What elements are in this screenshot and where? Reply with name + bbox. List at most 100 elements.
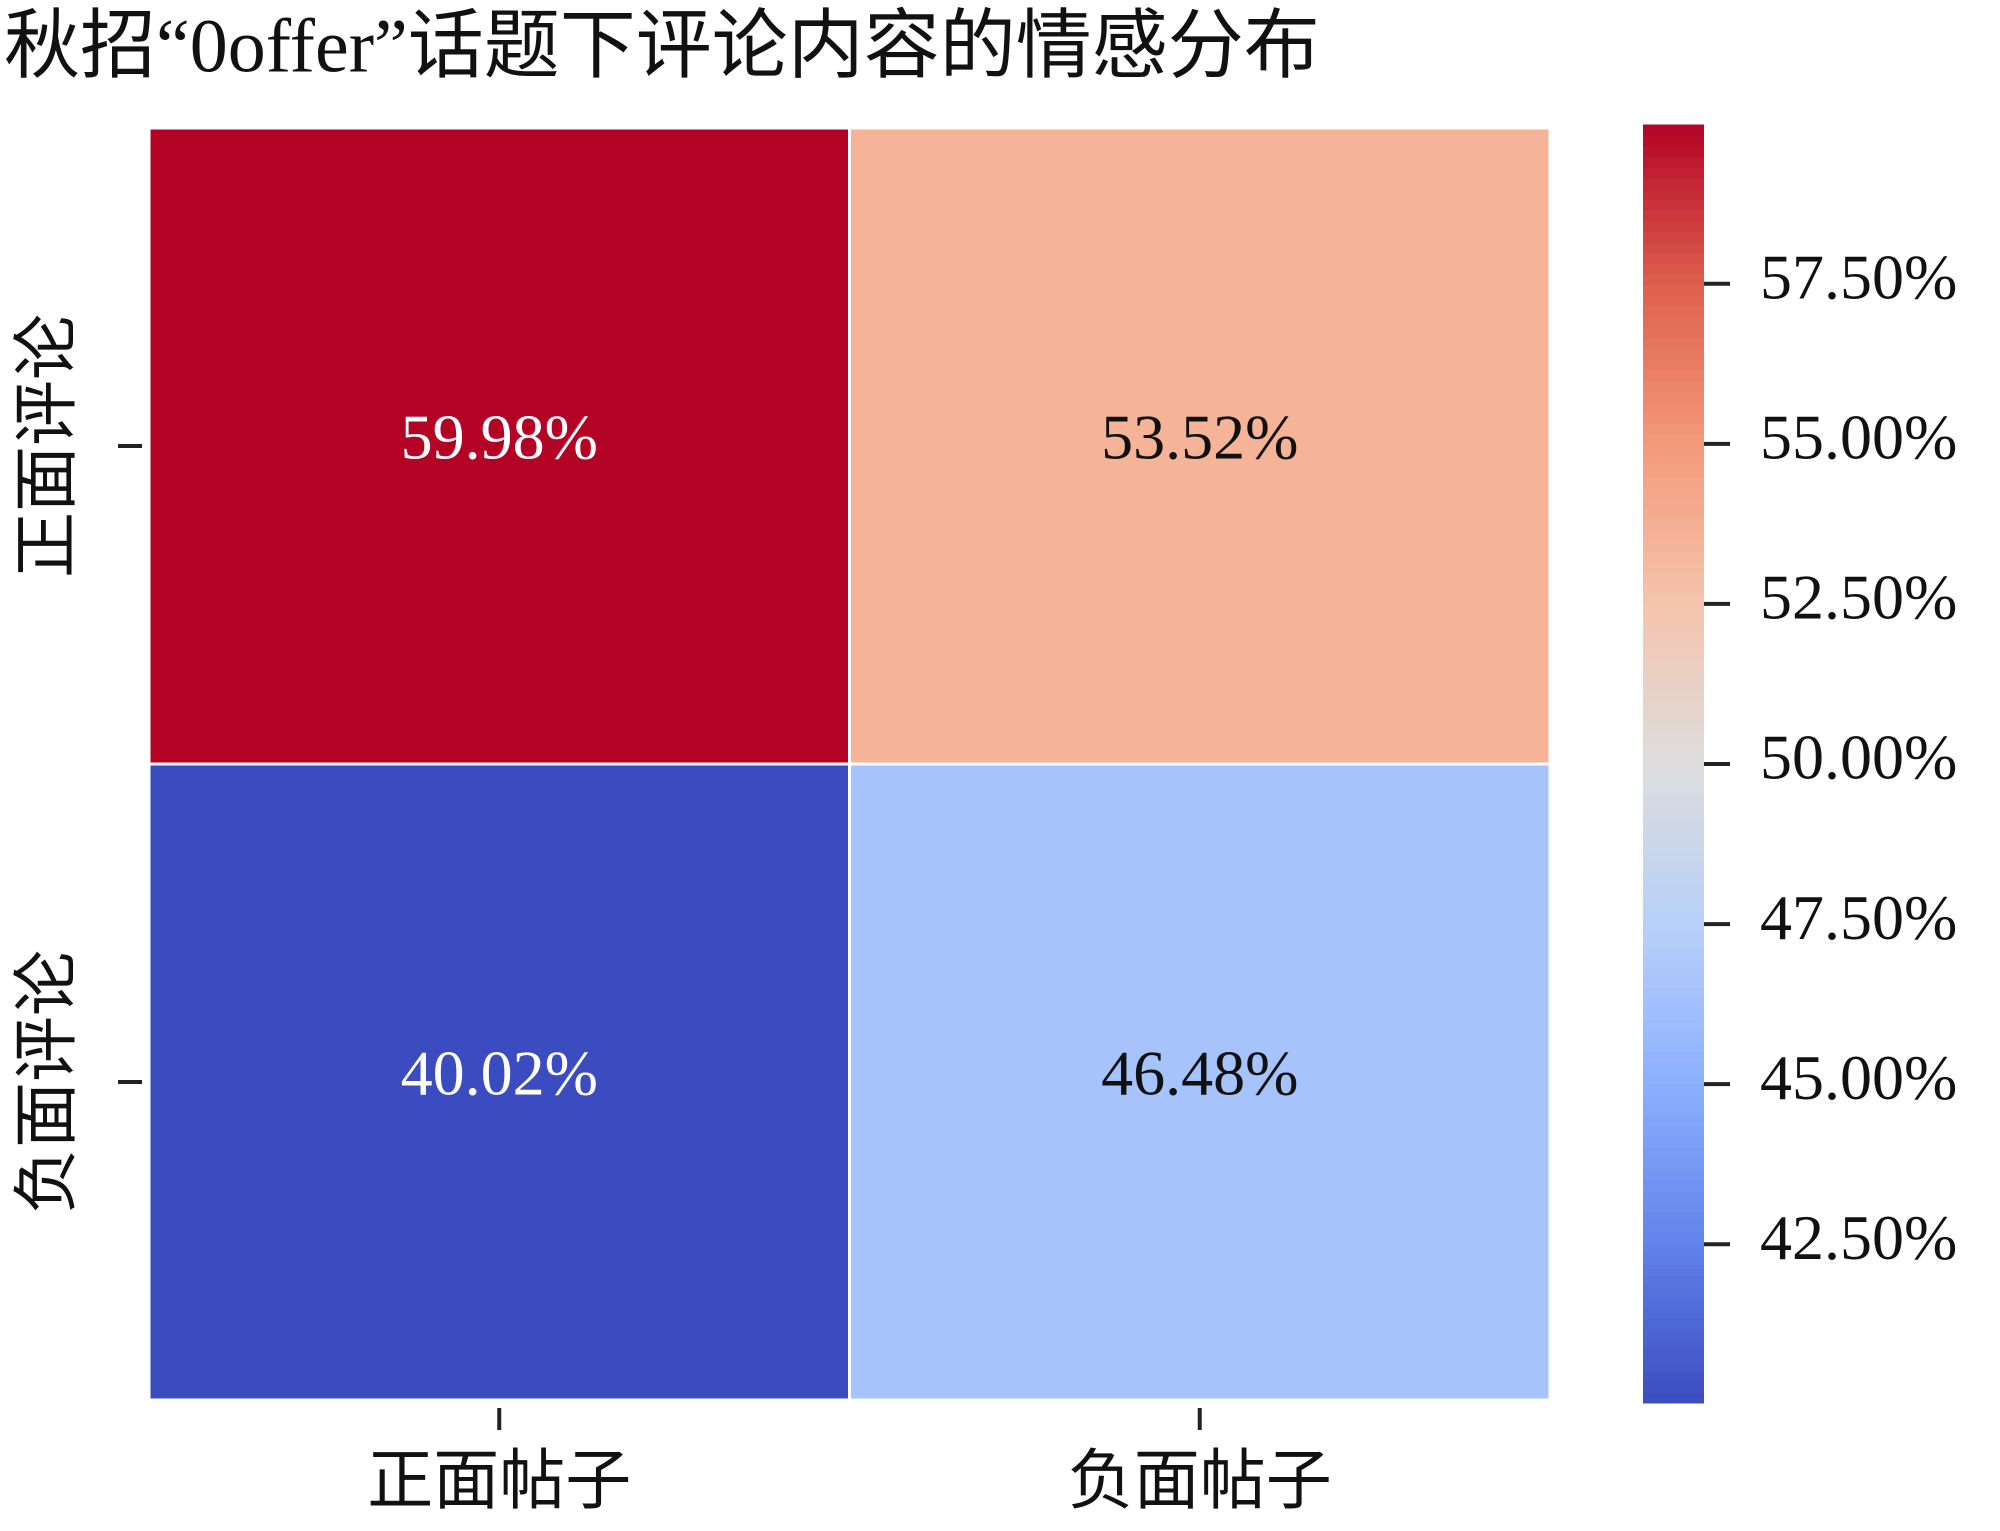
colorbar-segment — [1643, 635, 1704, 648]
colorbar-segment — [1643, 156, 1704, 169]
colorbar-segment — [1643, 901, 1704, 914]
cell-label: 40.02% — [401, 1038, 598, 1109]
x-tick-label: 负面帖子 — [1068, 1445, 1332, 1518]
colorbar-segment — [1643, 465, 1704, 477]
colorbar-segment — [1643, 593, 1704, 605]
colorbar-segment — [1643, 475, 1704, 488]
colorbar-segment — [1643, 816, 1704, 829]
colorbar-segment — [1643, 380, 1704, 392]
colorbar-segment — [1643, 1029, 1704, 1042]
chart-title: 秋招“0offer”话题下评论内容的情感分布 — [4, 4, 1320, 88]
colorbar-segment — [1643, 923, 1704, 935]
colorbar-segment — [1643, 731, 1704, 744]
colorbar-segment — [1643, 1359, 1704, 1372]
colorbar-segment — [1643, 262, 1704, 275]
colorbar-segment — [1643, 1264, 1704, 1276]
colorbar-segment — [1643, 912, 1704, 925]
colorbar-segment — [1643, 390, 1704, 403]
colorbar-segment — [1643, 955, 1704, 967]
colorbar-segment — [1643, 561, 1704, 573]
colorbar-tick-label: 57.50% — [1760, 241, 1957, 312]
colorbar-segment — [1643, 880, 1704, 893]
colorbar-segment — [1643, 1008, 1704, 1021]
colorbar-segment — [1643, 1232, 1704, 1244]
y-tick-label: 正面评论 — [11, 314, 84, 578]
colorbar-segment — [1643, 422, 1704, 435]
colorbar-segment — [1643, 358, 1704, 371]
colorbar-segment — [1643, 646, 1704, 658]
colorbar-segment — [1643, 976, 1704, 989]
cell-label: 46.48% — [1101, 1038, 1298, 1109]
colorbar-segment — [1643, 486, 1704, 499]
colorbar-segment — [1643, 1221, 1704, 1234]
colorbar-segment — [1643, 838, 1704, 850]
cell-label: 59.98% — [401, 402, 598, 473]
colorbar-tick-label: 45.00% — [1760, 1042, 1957, 1113]
colorbar-segment — [1643, 209, 1704, 222]
colorbar-segment — [1643, 1083, 1704, 1095]
colorbar-segment — [1643, 720, 1704, 733]
colorbar-segment — [1643, 1349, 1704, 1361]
colorbar-segment — [1643, 188, 1704, 201]
colorbar-segment — [1643, 987, 1704, 999]
heatmap-cell — [848, 126, 1552, 766]
x-tick-label: 正面帖子 — [367, 1445, 631, 1518]
colorbar-tick-label: 52.50% — [1760, 562, 1957, 633]
colorbar-segment — [1643, 710, 1704, 722]
colorbar-segment — [1643, 273, 1704, 286]
y-tick-label: 负面评论 — [11, 950, 84, 1214]
colorbar-segment — [1643, 1061, 1704, 1074]
colorbar-segment — [1643, 1168, 1704, 1180]
colorbar-segment — [1643, 933, 1704, 946]
colorbar-tick-label: 50.00% — [1760, 722, 1957, 793]
colorbar-segment — [1643, 742, 1704, 754]
colorbar-segment — [1643, 1370, 1704, 1383]
colorbar-segment — [1643, 326, 1704, 339]
colorbar-segment — [1643, 1338, 1704, 1351]
colorbar-segment — [1643, 1157, 1704, 1170]
colorbar-segment — [1643, 1200, 1704, 1212]
colorbar-segment — [1643, 625, 1704, 637]
colorbar-segment — [1643, 167, 1704, 179]
colorbar-tick-label: 47.50% — [1760, 882, 1957, 953]
colorbar-segment — [1643, 135, 1704, 147]
colorbar-segment — [1643, 529, 1704, 541]
colorbar-segment — [1643, 220, 1704, 232]
colorbar-segment — [1643, 145, 1704, 158]
colorbar-segment — [1643, 859, 1704, 871]
colorbar-tick-label: 42.50% — [1760, 1202, 1957, 1273]
colorbar-segment — [1643, 795, 1704, 808]
colorbar-segment — [1643, 1317, 1704, 1329]
heatmap-cell — [147, 762, 851, 1402]
colorbar-segment — [1643, 965, 1704, 978]
colorbar-segment — [1643, 1285, 1704, 1297]
colorbar-segment — [1643, 827, 1704, 840]
colorbar-segment — [1643, 1381, 1704, 1393]
cell-label: 53.52% — [1101, 402, 1298, 473]
heatmap-cell — [147, 126, 851, 766]
colorbar-segment — [1643, 763, 1704, 776]
colorbar-segment — [1643, 337, 1704, 350]
colorbar-segment — [1643, 401, 1704, 414]
colorbar-segment — [1643, 241, 1704, 254]
colorbar-segment — [1643, 1210, 1704, 1223]
colorbar-segment — [1643, 944, 1704, 957]
colorbar-segment — [1643, 454, 1704, 467]
colorbar-segment — [1643, 305, 1704, 318]
colorbar-segment — [1643, 539, 1704, 552]
colorbar-segment — [1643, 997, 1704, 1010]
colorbar-segment — [1643, 1178, 1704, 1191]
colorbar-segment — [1643, 571, 1704, 584]
colorbar-segment — [1643, 316, 1704, 328]
colorbar-segment — [1643, 891, 1704, 903]
colorbar-segment — [1643, 231, 1704, 243]
colorbar-segment — [1643, 1104, 1704, 1116]
colorbar-segment — [1643, 678, 1704, 690]
colorbar-segment — [1643, 848, 1704, 861]
colorbar-segment — [1643, 603, 1704, 616]
colorbar-segment — [1643, 497, 1704, 509]
colorbar-segment — [1643, 124, 1704, 137]
colorbar-segment — [1643, 1189, 1704, 1202]
colorbar-segment — [1643, 1125, 1704, 1138]
